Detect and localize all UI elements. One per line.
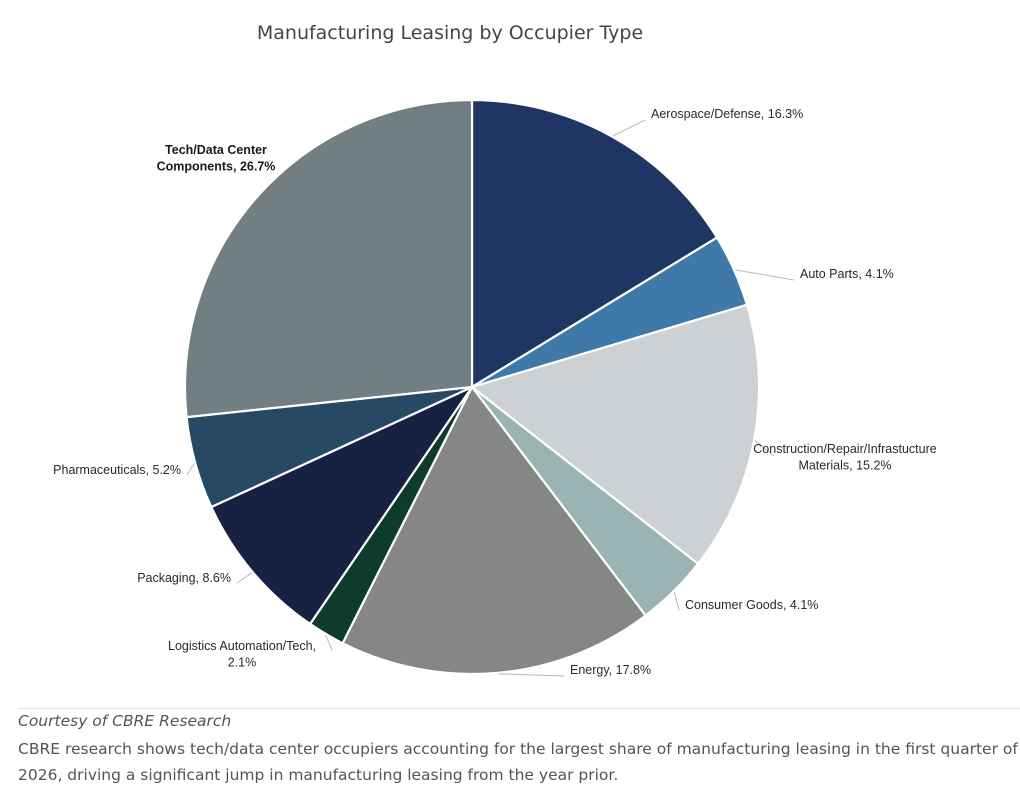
slice-label-line: Packaging, 8.6%	[137, 571, 231, 585]
pie-labels: Aerospace/Defense, 16.3% Auto Parts, 4.1%…	[53, 107, 937, 677]
leader-line	[673, 591, 680, 611]
slice-label-line: Materials, 15.2%	[798, 459, 891, 473]
slice-label-line: Pharmaceuticals, 5.2%	[53, 463, 181, 477]
slice-label-line: Logistics Automation/Tech,	[168, 639, 316, 653]
leader-line	[325, 634, 333, 651]
slice-label: Tech/Data Center Components, 26.7%	[157, 143, 276, 174]
slice-label: Auto Parts, 4.1%	[800, 267, 894, 281]
pie-slice	[470, 303, 761, 565]
caption-divider	[18, 708, 1020, 709]
slice-label-line: Consumer Goods, 4.1%	[685, 598, 818, 612]
leader-line	[236, 572, 253, 584]
caption-text: CBRE research shows tech/data center occ…	[18, 740, 1018, 784]
slice-label: Packaging, 8.6%	[137, 571, 231, 585]
slice-label: Logistics Automation/Tech, 2.1%	[168, 639, 316, 670]
slice-label-line: Components, 26.7%	[157, 160, 276, 174]
slice-label-line: Energy, 17.8%	[570, 663, 651, 677]
slice-label-line: 2.1%	[228, 656, 257, 670]
leader-line	[735, 269, 795, 281]
slice-label: Energy, 17.8%	[570, 663, 651, 677]
slice-label-line: Auto Parts, 4.1%	[800, 267, 894, 281]
leader-line	[498, 673, 565, 677]
slice-label-line: Aerospace/Defense, 16.3%	[651, 107, 803, 121]
caption-credit: Courtesy of CBRE Research	[18, 712, 232, 730]
slice-label: Construction/Repair/Infrastucture Materia…	[753, 442, 936, 473]
slice-label-line: Tech/Data Center	[165, 143, 267, 157]
pie-slice	[183, 98, 474, 419]
leader-line	[612, 119, 646, 137]
slice-label: Aerospace/Defense, 16.3%	[651, 107, 803, 121]
leader-line	[754, 440, 775, 457]
pie-chart: Aerospace/Defense, 16.3% Auto Parts, 4.1%…	[53, 98, 937, 677]
leader-line	[186, 463, 195, 476]
slice-label: Pharmaceuticals, 5.2%	[53, 463, 181, 477]
pie-slice	[470, 98, 719, 389]
pie-slice	[210, 385, 474, 626]
slice-label-line: Construction/Repair/Infrastucture	[753, 442, 936, 456]
chart-title: Manufacturing Leasing by Occupier Type	[256, 22, 644, 44]
slice-label: Consumer Goods, 4.1%	[685, 598, 818, 612]
pie-slices	[183, 98, 761, 676]
pie-slice	[341, 385, 647, 676]
